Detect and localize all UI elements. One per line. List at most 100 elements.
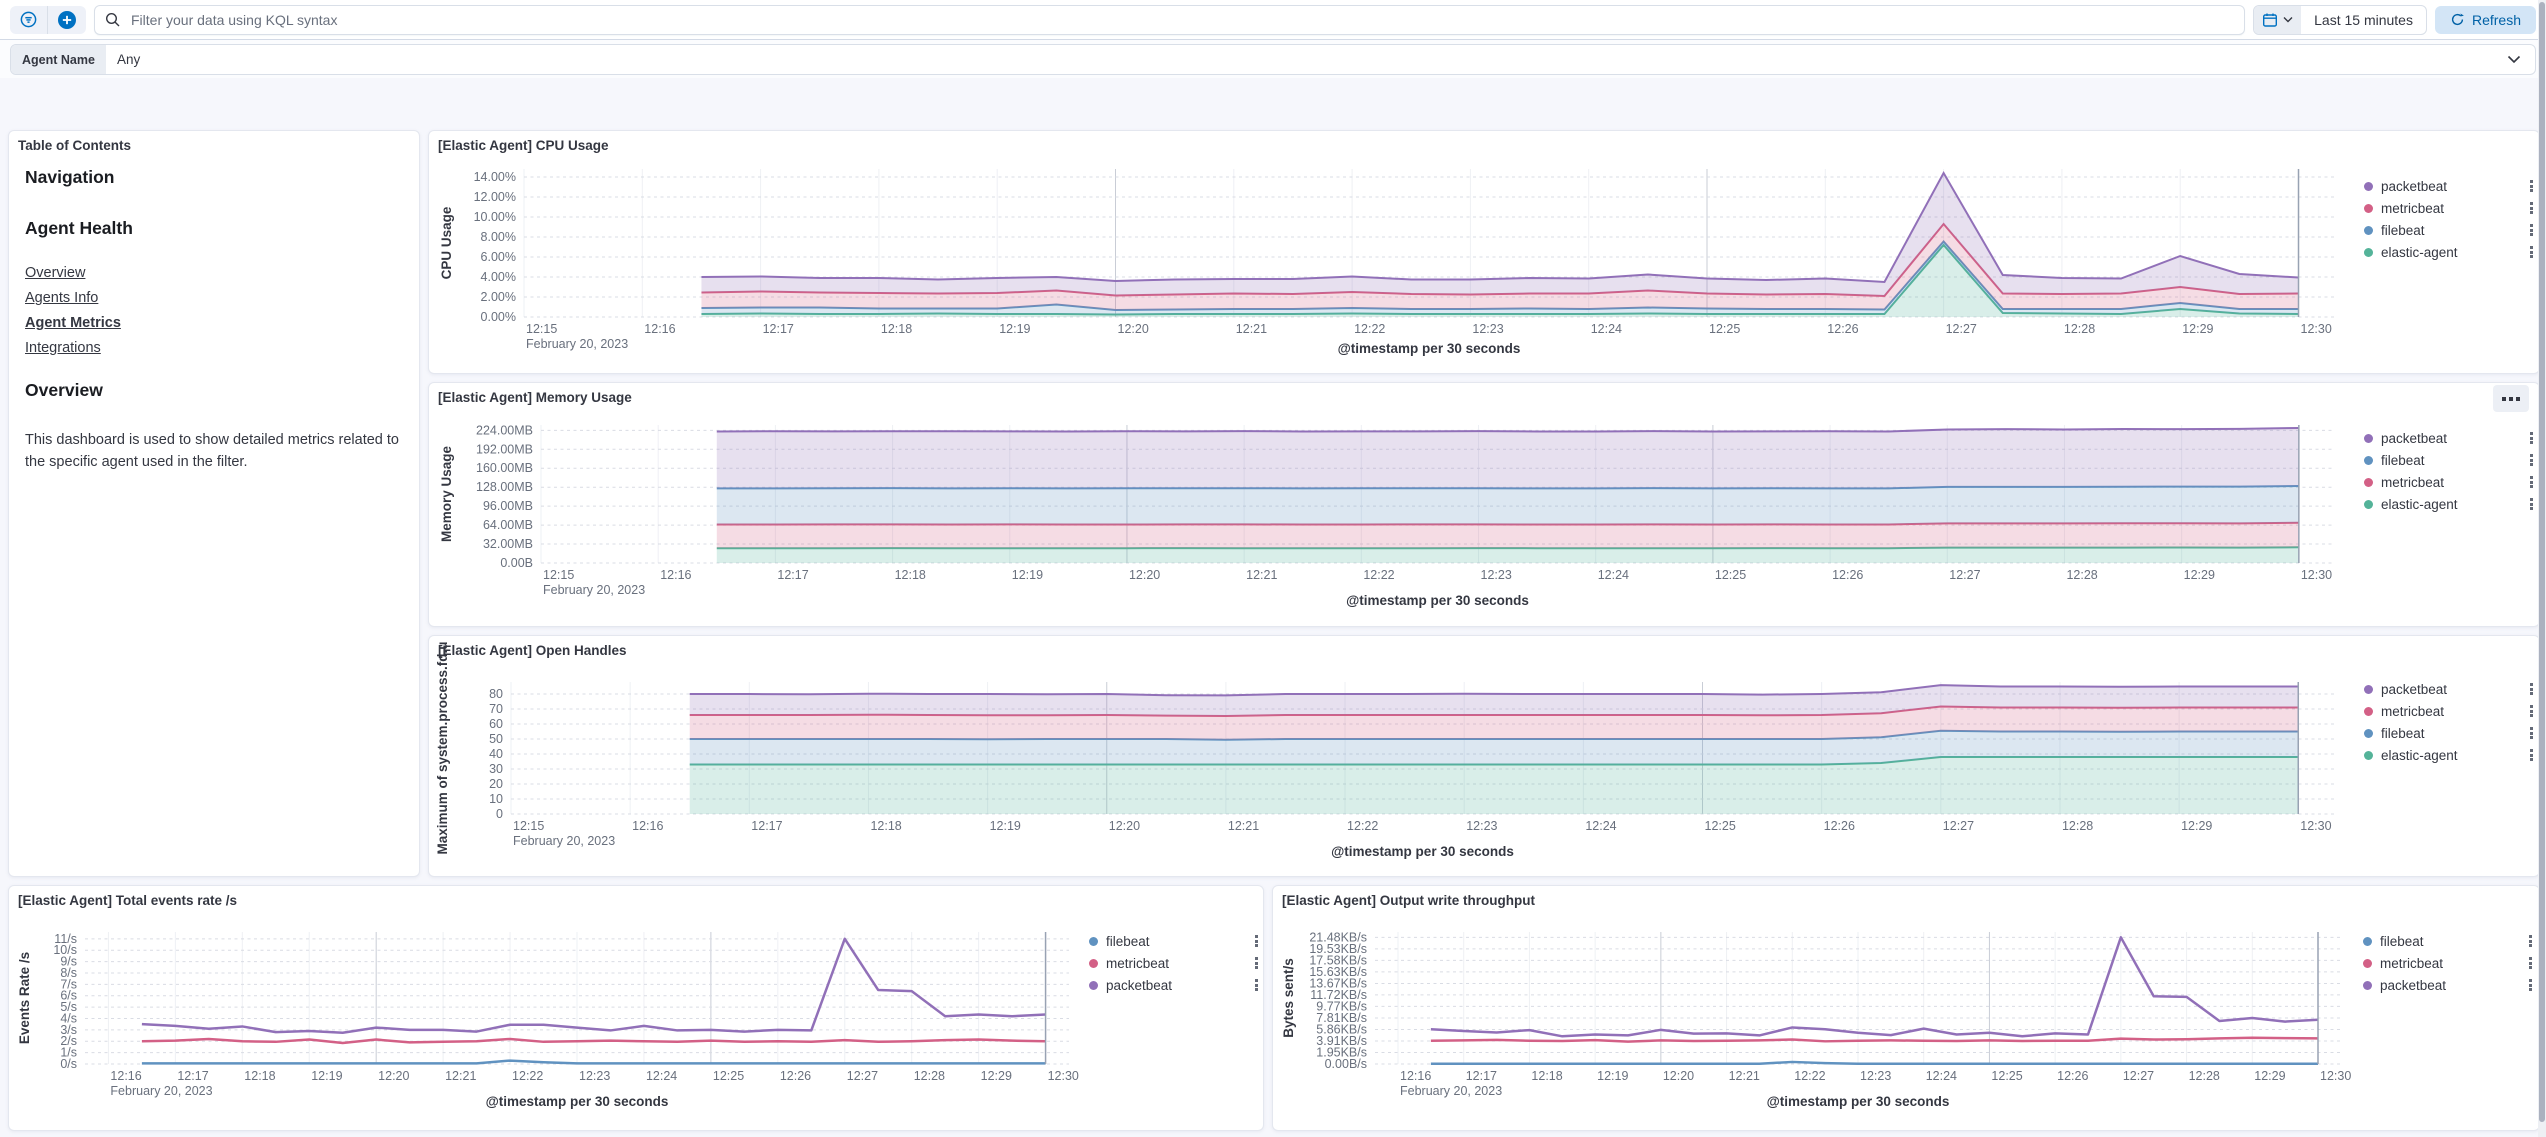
y-tick-label: 8/s — [60, 966, 77, 980]
legend-options-icon[interactable] — [1252, 976, 1261, 994]
add-filter-button[interactable] — [48, 6, 86, 34]
toc-heading-agent-health: Agent Health — [25, 218, 133, 238]
legend-item-packetbeat[interactable]: packetbeat — [2364, 427, 2536, 449]
y-tick-label: 30 — [489, 762, 503, 776]
time-range-label[interactable]: Last 15 minutes — [2314, 11, 2413, 28]
legend-label: packetbeat — [2381, 430, 2448, 446]
y-tick-label: 128.00MB — [476, 480, 533, 494]
legend-item-filebeat[interactable]: filebeat — [2363, 930, 2535, 952]
legend-options-icon[interactable] — [1252, 954, 1261, 972]
elastic-agent-line — [716, 546, 2299, 550]
legend-item-elastic-agent[interactable]: elastic-agent — [2364, 744, 2536, 766]
x-tick-label: 12:28 — [914, 1069, 945, 1083]
open-handles-chart[interactable]: 12:15 February 20, 2023 12:16 12:17 12:18 12:… — [429, 636, 2539, 876]
x-tick-label: 12:28 — [2064, 322, 2095, 336]
metricbeat-swatch-icon — [2364, 706, 2373, 716]
refresh-button[interactable]: Refresh — [2434, 5, 2536, 34]
x-tick-label: 12:20 — [1109, 819, 1140, 833]
toc-link-agent-metrics[interactable]: Agent Metrics — [25, 315, 121, 331]
packetbeat-swatch-icon — [2364, 433, 2373, 443]
toc-link-overview[interactable]: Overview — [25, 265, 86, 281]
x-tick-label: 12:18 — [244, 1069, 275, 1083]
legend-item-metricbeat[interactable]: metricbeat — [1089, 952, 1261, 974]
legend-options-icon[interactable] — [2527, 746, 2536, 764]
agent-name-filter[interactable]: Agent Name Any — [10, 44, 2536, 75]
legend-item-elastic-agent[interactable]: elastic-agent — [2364, 493, 2536, 515]
x-tick-label: 12:27 — [1949, 568, 1980, 582]
y-tick-label: 60 — [489, 717, 503, 731]
panel-table-of-contents: Table of Contents Navigation Agent Healt… — [8, 130, 420, 877]
x-axis-title: @timestamp per 30 seconds — [1767, 1094, 1950, 1109]
legend-options-icon[interactable] — [2527, 473, 2536, 491]
metricbeat-swatch-icon — [2363, 958, 2372, 968]
legend-options-icon[interactable] — [2527, 221, 2536, 239]
legend-item-filebeat[interactable]: filebeat — [1089, 930, 1261, 952]
legend-item-metricbeat[interactable]: metricbeat — [2364, 700, 2536, 722]
legend-item-packetbeat[interactable]: packetbeat — [2363, 974, 2535, 996]
legend-item-metricbeat[interactable]: metricbeat — [2364, 197, 2536, 219]
chevron-down-icon[interactable] — [2507, 55, 2535, 64]
y-tick-label: 6/s — [60, 989, 77, 1003]
vertical-scrollbar[interactable] — [2538, 0, 2546, 1137]
y-tick-label: 7/s — [60, 977, 77, 991]
legend-options-icon[interactable] — [2527, 243, 2536, 261]
x-tick-label: 12:20 — [1663, 1069, 1694, 1083]
kql-search-bar[interactable] — [94, 4, 2246, 35]
legend-options-icon[interactable] — [2527, 680, 2536, 698]
date-picker[interactable]: Last 15 minutes — [2253, 4, 2427, 35]
legend-item-packetbeat[interactable]: packetbeat — [2364, 175, 2536, 197]
x-axis-date-label: February 20, 2023 — [526, 337, 628, 351]
x-tick-label: 12:28 — [2189, 1069, 2220, 1083]
legend-options-icon[interactable] — [2527, 495, 2536, 513]
cpu-usage-chart[interactable]: 12:15 February 20, 2023 12:16 12:17 12:18 12:… — [429, 131, 2539, 373]
y-axis-title: Maximum of system.process.fd.u — [435, 641, 450, 854]
packetbeat-swatch-icon — [2363, 980, 2372, 990]
toc-link-integrations[interactable]: Integrations — [25, 340, 101, 356]
kql-search-input[interactable] — [129, 10, 2235, 29]
x-tick-label: 12:26 — [780, 1069, 811, 1083]
legend-item-filebeat[interactable]: filebeat — [2364, 449, 2536, 471]
legend-options-icon[interactable] — [2526, 954, 2535, 972]
x-tick-label: 12:20 — [1118, 322, 1149, 336]
legend-item-metricbeat[interactable]: metricbeat — [2363, 952, 2535, 974]
events-rate-chart[interactable]: 12:16 February 20, 2023 12:17 12:18 12:19 12:… — [9, 886, 1263, 1130]
legend-item-packetbeat[interactable]: packetbeat — [2364, 678, 2536, 700]
legend-options-icon[interactable] — [2527, 451, 2536, 469]
panel-options-button[interactable] — [2493, 385, 2529, 412]
legend-options-icon[interactable] — [2527, 199, 2536, 217]
filebeat-line — [1430, 1060, 2318, 1065]
legend-options-icon[interactable] — [2527, 177, 2536, 195]
date-picker-calendar-segment[interactable] — [2254, 5, 2302, 34]
filebeat-line — [701, 239, 2299, 312]
legend-item-filebeat[interactable]: filebeat — [2364, 219, 2536, 241]
x-tick-label: 12:30 — [2320, 1069, 2351, 1083]
legend-item-metricbeat[interactable]: metricbeat — [2364, 471, 2536, 493]
packetbeat-line — [141, 937, 1046, 1034]
memory-usage-chart[interactable]: 12:15 February 20, 2023 12:16 12:17 12:18 12:… — [429, 383, 2539, 626]
x-axis-date-label: February 20, 2023 — [543, 583, 645, 597]
toc-heading-overview: Overview — [25, 380, 103, 400]
legend-options-icon[interactable] — [1252, 932, 1261, 950]
legend-options-icon[interactable] — [2526, 976, 2535, 994]
legend-options-icon[interactable] — [2527, 429, 2536, 447]
saved-query-button[interactable] — [10, 5, 48, 34]
legend-item-filebeat[interactable]: filebeat — [2364, 722, 2536, 744]
legend-options-icon[interactable] — [2527, 702, 2536, 720]
output-throughput-chart[interactable]: 12:16 February 20, 2023 12:17 12:18 12:19 12:… — [1273, 886, 2539, 1130]
toc-link-agents-info[interactable]: Agents Info — [25, 290, 99, 306]
legend-options-icon[interactable] — [2527, 724, 2536, 742]
legend-item-elastic-agent[interactable]: elastic-agent — [2364, 241, 2536, 263]
legend-options-icon[interactable] — [2526, 932, 2535, 950]
legend-item-packetbeat[interactable]: packetbeat — [1089, 974, 1261, 996]
metricbeat-swatch-icon — [1089, 958, 1098, 968]
x-axis-date-label: February 20, 2023 — [110, 1084, 212, 1098]
x-tick-label: 12:27 — [847, 1069, 878, 1083]
legend-label: filebeat — [2381, 452, 2425, 468]
x-tick-label: 12:22 — [1363, 568, 1394, 582]
scrollbar-thumb[interactable] — [2539, 2, 2545, 1122]
y-tick-label: 5/s — [60, 1000, 77, 1014]
x-tick-label: 12:25 — [713, 1069, 744, 1083]
